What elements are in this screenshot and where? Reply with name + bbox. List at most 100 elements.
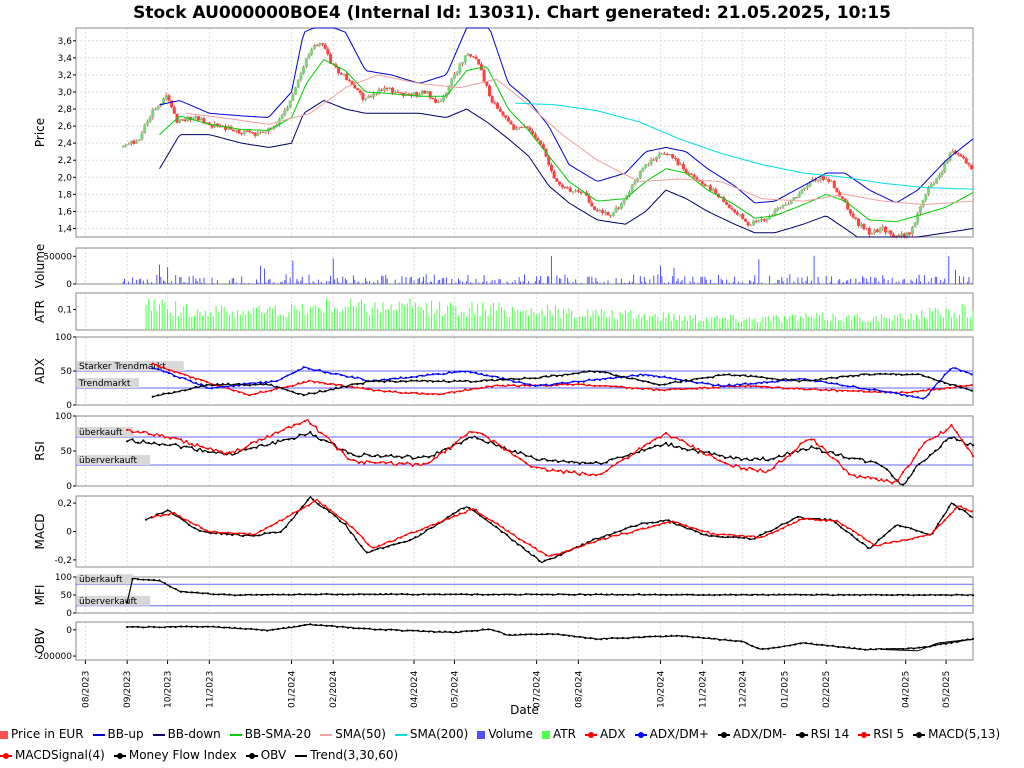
series-marker [464, 379, 467, 383]
candle-body [345, 74, 349, 81]
series-marker [427, 461, 430, 464]
series-marker [360, 545, 363, 548]
series-marker [395, 455, 398, 458]
series-marker [609, 372, 612, 375]
series-marker [578, 593, 581, 596]
candle-body [417, 94, 421, 96]
series-marker [966, 446, 969, 450]
series-marker [458, 379, 461, 382]
series-marker [282, 593, 285, 596]
series-marker [733, 534, 736, 537]
candle-body [786, 204, 790, 206]
series-marker [918, 646, 921, 649]
series-marker [183, 518, 187, 521]
series-marker [512, 383, 515, 387]
series-marker [573, 593, 576, 596]
series-marker [664, 593, 668, 597]
series-marker [351, 526, 354, 529]
series-marker [383, 380, 386, 384]
series-marker [249, 593, 253, 596]
series-marker [631, 374, 634, 377]
series-marker [426, 373, 429, 376]
series-marker [685, 378, 688, 382]
series-marker [729, 455, 732, 458]
series-marker [325, 624, 328, 627]
series-marker [481, 439, 484, 442]
candle-body [156, 106, 160, 110]
candle-body [490, 96, 494, 103]
series-marker [293, 437, 296, 441]
series-marker [503, 633, 506, 636]
series-marker [953, 503, 956, 506]
series-marker [847, 457, 851, 460]
series-marker [674, 377, 677, 380]
series-marker [410, 379, 413, 382]
series-marker [577, 372, 580, 375]
series-marker [632, 593, 635, 596]
series-marker [625, 376, 628, 379]
candle-body [232, 129, 236, 132]
series-marker [314, 425, 317, 428]
series-marker [909, 527, 913, 530]
atr-y-tick-label-0: 0,1 [58, 305, 72, 315]
price-y-tick-label-0: 1,4 [58, 224, 73, 234]
panel-rsi [75, 415, 974, 487]
series-marker [764, 531, 767, 534]
series-marker [966, 443, 969, 447]
series-marker [934, 594, 937, 597]
series-marker [306, 498, 309, 502]
series-marker [895, 373, 898, 376]
series-marker [582, 544, 585, 547]
series-marker [206, 450, 210, 454]
candle-body [374, 93, 378, 95]
series-marker [701, 530, 704, 533]
candle-body [838, 192, 842, 197]
series-marker [508, 593, 511, 596]
candle-body [547, 156, 551, 165]
series-marker [761, 456, 764, 459]
series-marker [950, 437, 953, 440]
series-marker [268, 531, 272, 534]
series-marker [891, 593, 894, 597]
series-marker [842, 468, 845, 471]
series-marker [555, 553, 558, 556]
series-marker [503, 448, 506, 451]
series-marker [717, 383, 720, 386]
series-marker [307, 379, 311, 382]
x-tick-label-5: 02/2024 [329, 670, 339, 708]
series-marker [557, 460, 560, 464]
series-marker [411, 593, 414, 596]
mfi-y-tick-label-2: 100 [55, 573, 72, 583]
series-marker [178, 372, 181, 375]
candle-body [504, 115, 508, 118]
series-marker [667, 519, 670, 522]
series-marker [664, 431, 668, 435]
series-marker [605, 461, 608, 464]
candle-body [951, 151, 955, 153]
series-marker [532, 554, 536, 557]
series-marker [126, 440, 129, 443]
series-marker [636, 528, 639, 531]
series-marker [271, 628, 274, 631]
series-marker [918, 448, 921, 451]
price-y-tick-label-7: 2,8 [58, 105, 73, 115]
candle-body [442, 97, 446, 101]
series-marker [648, 447, 651, 450]
series-marker [144, 518, 148, 521]
series-marker [416, 456, 420, 459]
series-marker [697, 636, 700, 639]
series-marker [717, 386, 720, 389]
series-marker [654, 438, 657, 441]
series-marker [938, 388, 941, 391]
candle-body [875, 229, 879, 233]
series-marker [217, 450, 220, 453]
series-marker [765, 377, 769, 380]
candle-body [180, 119, 184, 121]
series-marker [853, 647, 856, 650]
series-marker [270, 389, 273, 392]
series-marker [538, 559, 541, 563]
series-marker [954, 386, 957, 389]
series-marker [237, 384, 241, 387]
series-marker [201, 445, 204, 448]
series-marker [465, 433, 468, 436]
